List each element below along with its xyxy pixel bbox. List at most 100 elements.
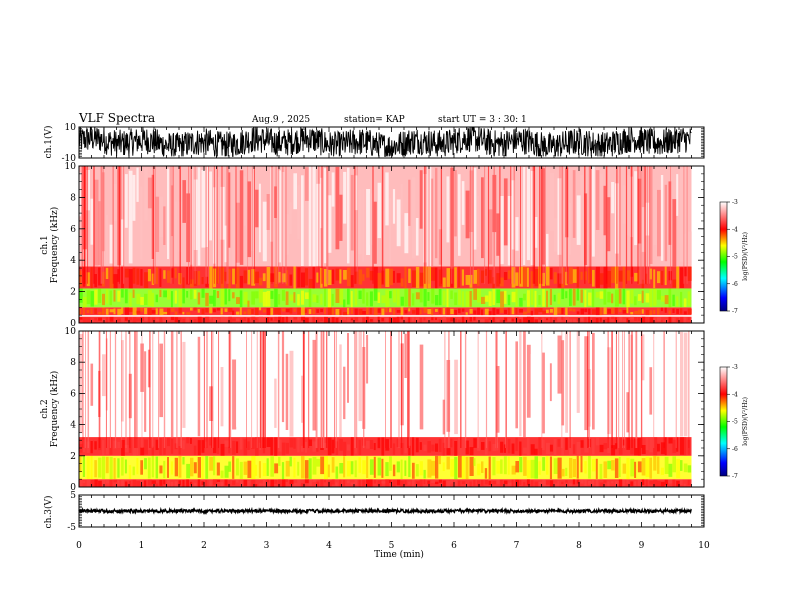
spectrogram-strip — [599, 379, 603, 425]
spectrogram-strip — [611, 267, 616, 283]
spectrogram-strip — [645, 273, 648, 285]
spectrogram-strip — [385, 290, 390, 307]
spectrogram-strip — [511, 465, 516, 475]
spectrogram-strip — [362, 460, 366, 475]
colorbar-gradient — [719, 201, 728, 312]
spectrogram-strip — [622, 288, 626, 305]
spectrogram-strip — [236, 458, 239, 476]
spectrogram-strip — [622, 319, 627, 322]
spectrogram-strip — [377, 182, 382, 239]
spectrogram-strip — [369, 479, 373, 487]
spectrogram-strip — [503, 178, 508, 246]
spectrogram-strip — [634, 481, 637, 487]
spectrogram-strip — [320, 479, 324, 487]
spectrogram-strip — [653, 288, 657, 306]
spectrogram-strip — [278, 271, 281, 283]
spectrogram-strip — [592, 317, 596, 323]
spectrogram-strip — [247, 181, 252, 258]
spectrogram-strip — [580, 289, 583, 303]
y-tick-label: 2 — [70, 288, 76, 298]
spectrogram-strip — [473, 364, 478, 411]
spectrogram-strip — [174, 290, 177, 304]
spectrogram-strip — [450, 479, 453, 484]
spectrogram-strip — [649, 166, 653, 264]
spectrogram-strip — [477, 437, 481, 451]
spectrogram-strip — [308, 309, 312, 314]
spectrogram-strip — [159, 196, 164, 237]
spectrogram-strip — [657, 443, 660, 452]
spectrogram-strip — [549, 172, 554, 231]
spectrogram-strip — [193, 482, 197, 487]
spectrogram-strip — [438, 319, 441, 323]
spectrogram-strip — [664, 295, 669, 305]
spectrogram-strip — [331, 293, 334, 306]
spectrogram-strip — [251, 291, 255, 305]
spectrogram-strip — [186, 463, 191, 479]
spectrogram-strip — [193, 289, 197, 299]
spectrogram-strip — [385, 479, 390, 487]
spectrogram-strip — [607, 291, 611, 303]
spectrogram-strip — [339, 288, 344, 305]
spectrogram-strip — [358, 317, 363, 323]
spectrogram-strip — [109, 456, 113, 480]
spectrogram-strip — [419, 442, 422, 450]
spectrogram-strip — [121, 457, 124, 476]
spectrogram-strip — [641, 279, 644, 289]
spectrogram-strip — [676, 308, 679, 314]
spectrogram-strip — [412, 479, 415, 487]
spectrogram-strip — [335, 482, 338, 487]
spectrogram-strip — [285, 353, 289, 430]
spectrogram-strip — [645, 437, 649, 451]
spectrogram-strip — [289, 316, 294, 323]
spectrogram-strip — [136, 293, 141, 305]
spectrogram-strip — [216, 437, 220, 454]
spectrogram-strip — [159, 343, 163, 418]
spectrogram-strip — [197, 271, 201, 286]
spectrogram-strip — [523, 331, 526, 437]
spectrogram-strip — [526, 316, 531, 323]
spectrogram-strip — [132, 307, 137, 316]
spectrogram-strip — [423, 479, 426, 485]
spectrogram-strip — [113, 318, 116, 322]
spectrogram-strip — [523, 167, 526, 265]
x-tick-label: 4 — [326, 541, 332, 551]
spectrogram-strip — [626, 270, 631, 281]
spectrogram-strip — [350, 339, 354, 391]
spectrogram-strip — [519, 309, 523, 313]
spectrogram-strip — [561, 308, 564, 315]
spectrogram-strip — [645, 316, 649, 323]
spectrogram-strip — [557, 316, 562, 323]
spectrogram-strip — [362, 311, 366, 315]
spectrogram-strip — [331, 308, 334, 315]
spectrogram-strip — [626, 175, 630, 236]
spectrogram-strip — [668, 334, 672, 409]
ch2-spec-ylabel: Frequency (kHz) — [49, 371, 60, 448]
spectrogram-strip — [534, 448, 538, 455]
spectrogram-strip — [117, 318, 121, 322]
spectrogram-strip — [400, 296, 404, 306]
spectrogram-strip — [553, 272, 557, 284]
spectrogram-strip — [350, 174, 354, 251]
spectrogram-strip — [641, 458, 646, 476]
spectrogram-strip — [90, 320, 94, 323]
spectrogram-strip — [446, 268, 451, 287]
spectrogram-strip — [580, 317, 584, 322]
spectrogram-strip — [128, 465, 132, 479]
spectrogram-strip — [128, 269, 133, 289]
spectrogram-strip — [308, 317, 312, 323]
spectrogram-strip — [668, 310, 671, 315]
spectrogram-strip — [538, 482, 542, 487]
spectrogram-strip — [599, 273, 604, 285]
spectrogram-strip — [607, 460, 612, 470]
spectrogram-strip — [634, 171, 638, 246]
spectrogram-strip — [293, 173, 297, 210]
spectrogram-strip — [124, 459, 127, 474]
spectrogram-strip — [144, 316, 148, 321]
spectrogram-strip — [392, 289, 397, 303]
spectrogram-strip — [454, 170, 457, 237]
spectrogram-strip — [331, 353, 335, 427]
spectrogram-strip — [178, 289, 182, 307]
spectrogram-strip — [435, 443, 438, 452]
spectrogram-strip — [236, 297, 240, 304]
spectrogram-strip — [538, 461, 541, 475]
